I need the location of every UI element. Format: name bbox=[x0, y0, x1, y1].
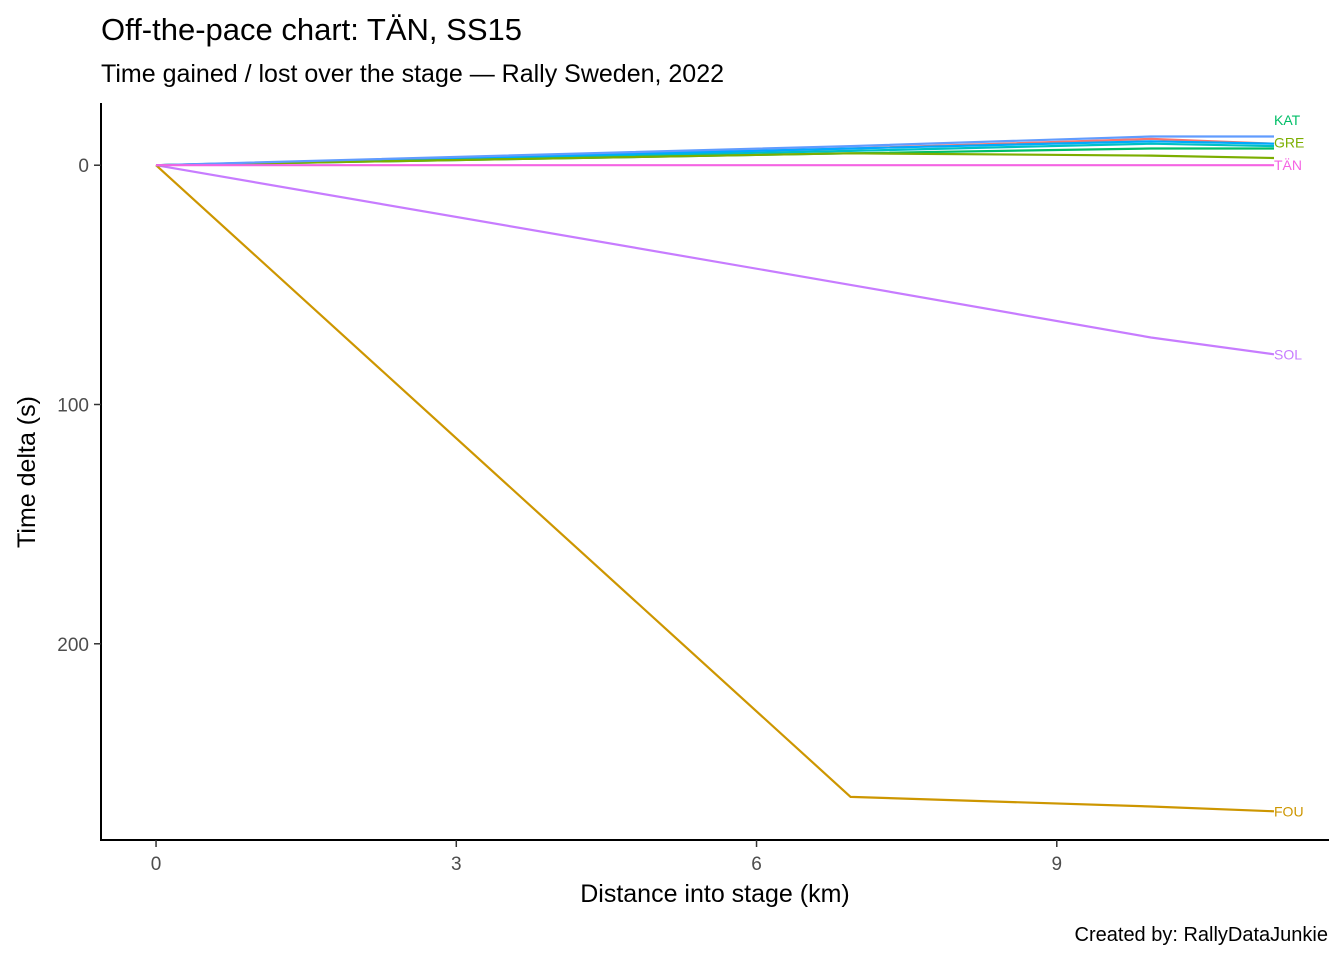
end-label-sol: SOL bbox=[1274, 346, 1302, 362]
chart-caption: Created by: RallyDataJunkie bbox=[1075, 924, 1328, 946]
end-label-fou: FOU bbox=[1274, 803, 1304, 819]
series-line-1 bbox=[155, 164, 1275, 813]
y-axis-title: Time delta (s) bbox=[13, 396, 41, 548]
chart-subtitle: Time gained / lost over the stage — Rall… bbox=[101, 60, 724, 88]
plot-area: KAT GRE TÄN SOL FOU bbox=[155, 112, 1304, 819]
series-line-4 bbox=[155, 140, 1275, 167]
y-tick-label-0: 0 bbox=[78, 156, 89, 177]
end-label-kat: KAT bbox=[1274, 112, 1301, 128]
x-axis-title: Distance into stage (km) bbox=[580, 880, 850, 908]
y-tick-label-100: 100 bbox=[57, 396, 89, 417]
series-line-7 bbox=[155, 135, 1274, 167]
y-axis-ticks: 0 100 200 bbox=[57, 156, 101, 656]
x-tick-label-3: 3 bbox=[451, 854, 462, 875]
x-axis-ticks: 0 3 6 9 bbox=[151, 840, 1062, 875]
y-tick-label-200: 200 bbox=[57, 635, 89, 656]
chart-title: Off-the-pace chart: TÄN, SS15 bbox=[101, 12, 522, 47]
x-tick-label-9: 9 bbox=[1051, 854, 1062, 875]
x-tick-label-0: 0 bbox=[151, 854, 162, 875]
series-line-6 bbox=[155, 152, 1275, 167]
x-tick-label-6: 6 bbox=[751, 854, 762, 875]
end-label-tän: TÄN bbox=[1274, 157, 1302, 173]
series-line-3 bbox=[155, 142, 1275, 167]
series-line-0 bbox=[155, 164, 1275, 356]
end-label-gre: GRE bbox=[1274, 135, 1304, 151]
